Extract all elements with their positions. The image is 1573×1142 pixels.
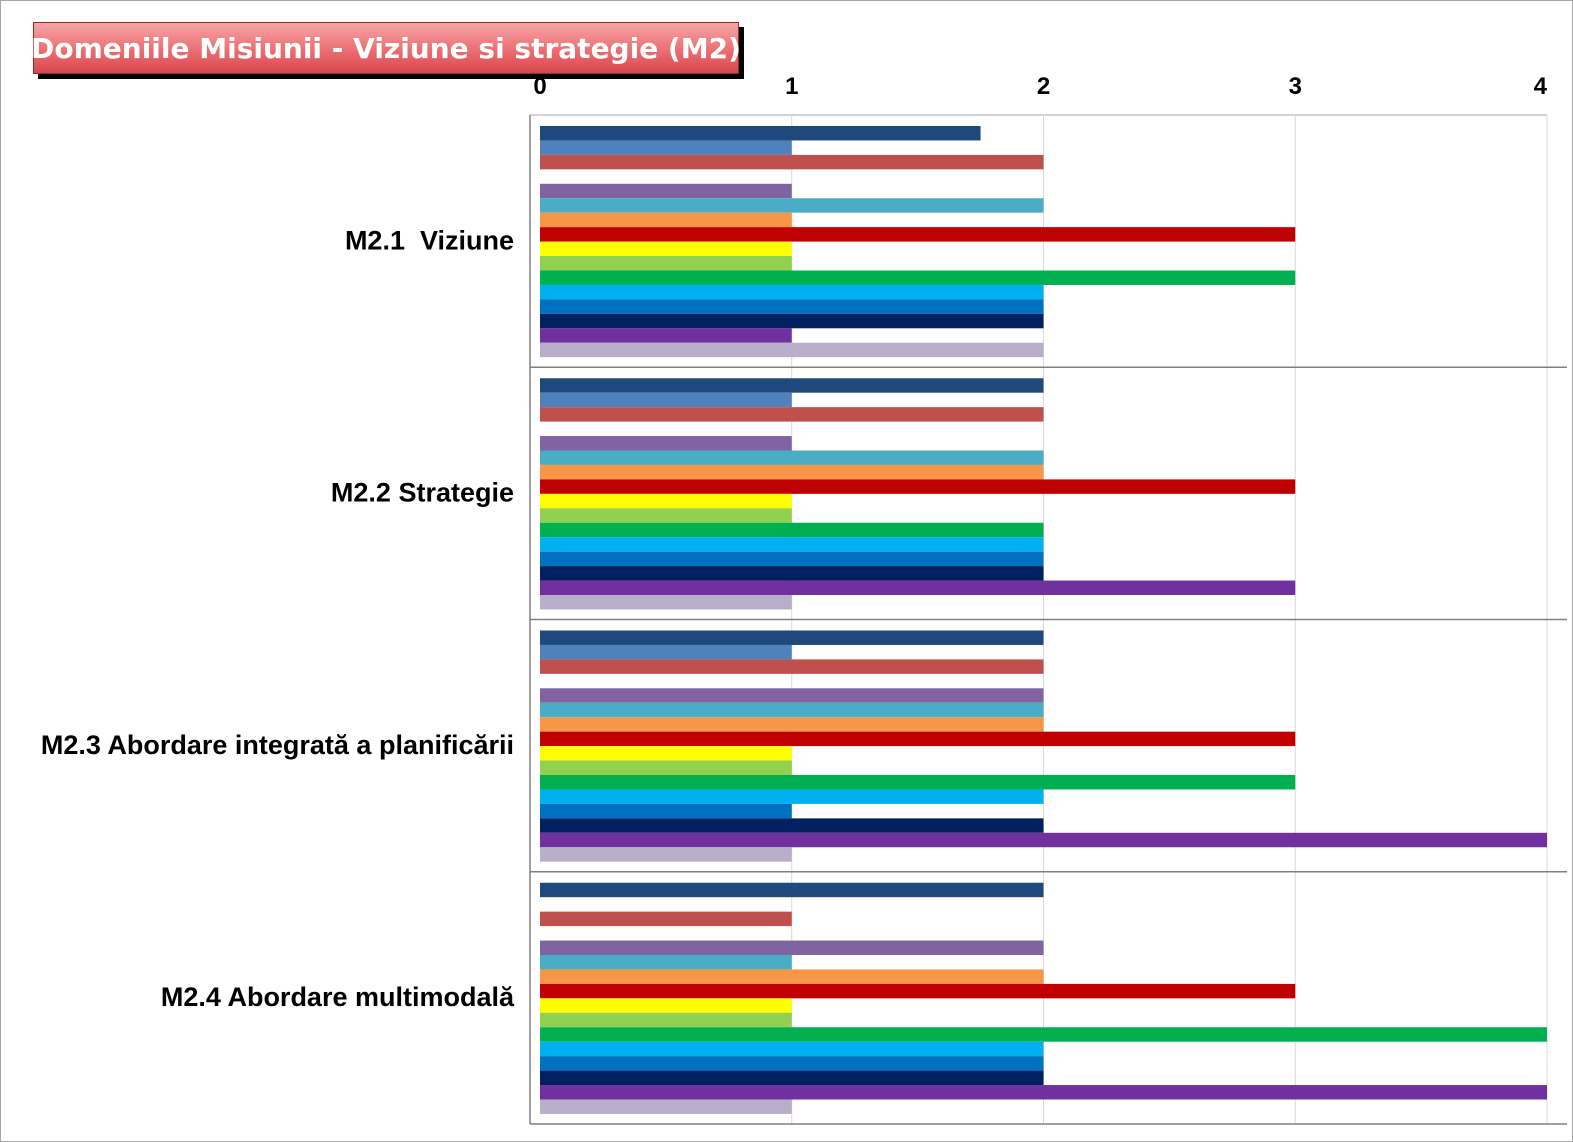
bar [540, 1027, 1547, 1042]
bar [540, 154, 1044, 170]
bar [540, 183, 792, 199]
bar [540, 911, 792, 927]
category-label: M2.2 Strategie [331, 478, 514, 508]
bar [540, 847, 792, 862]
bar [540, 522, 1044, 538]
bar [540, 630, 1044, 645]
bar [540, 198, 1044, 213]
category-label: M2.4 Abordare multimodală [161, 982, 515, 1012]
bar [540, 775, 1296, 790]
bar [540, 299, 1044, 314]
bar [540, 969, 1044, 984]
bar [540, 1056, 1044, 1071]
bar [540, 595, 792, 610]
bar [540, 479, 1296, 494]
bar [540, 731, 1296, 747]
bar [540, 983, 1296, 999]
bar [540, 1085, 1547, 1100]
bar [540, 378, 1044, 393]
bar [540, 566, 1044, 581]
x-axis-ticks: 0 1 2 3 4 [533, 73, 1547, 100]
x-tick-label: 1 [785, 73, 798, 100]
bar [540, 256, 792, 271]
bar [540, 464, 1044, 480]
bar [540, 342, 1044, 358]
category-labels: M2.1 Viziune M2.2 Strategie M2.3 Abordare … [41, 225, 515, 1012]
bar [540, 508, 792, 523]
bar [540, 140, 792, 155]
bar [540, 940, 1044, 955]
bar [540, 746, 792, 761]
bar [540, 270, 1296, 285]
bar [540, 1070, 1044, 1086]
chart-title: Domeniile Misiunii - Viziune si strategi… [31, 31, 741, 65]
x-tick-label: 4 [1534, 73, 1548, 100]
x-tick-label: 0 [533, 73, 546, 100]
bar [540, 644, 792, 660]
bar [540, 436, 792, 451]
category-separators [530, 366, 1567, 1125]
bar [540, 955, 792, 970]
bar [540, 212, 792, 228]
bar [540, 1041, 1044, 1057]
bar [540, 126, 981, 141]
bars [540, 126, 1547, 1114]
bar [540, 832, 1547, 848]
bar [540, 328, 792, 343]
bar [540, 818, 1044, 833]
bar [540, 717, 1044, 732]
x-tick-label: 2 [1037, 73, 1050, 100]
bar [540, 551, 1044, 567]
bar [540, 702, 1044, 718]
category-label: M2.1 Viziune [345, 225, 514, 255]
x-tick-label: 3 [1289, 73, 1302, 100]
bar [540, 760, 792, 775]
bar [540, 688, 1044, 703]
bar [540, 241, 792, 257]
bar [540, 407, 1044, 422]
bar [540, 998, 792, 1013]
bar [540, 313, 1044, 329]
bar [540, 1099, 792, 1114]
bar [540, 284, 1044, 300]
bar [540, 1012, 792, 1028]
bar [540, 450, 1044, 465]
bar [540, 803, 792, 819]
bar [540, 227, 1296, 242]
bar [540, 789, 1044, 804]
bar [540, 659, 1044, 674]
category-label: M2.3 Abordare integrată a planificării [41, 730, 514, 760]
bar [540, 493, 792, 509]
bar [540, 392, 792, 408]
chart-title-box: Domeniile Misiunii - Viziune si strategi… [31, 22, 741, 74]
bar [540, 882, 1044, 898]
bar [540, 580, 1296, 595]
bar [540, 537, 1044, 552]
